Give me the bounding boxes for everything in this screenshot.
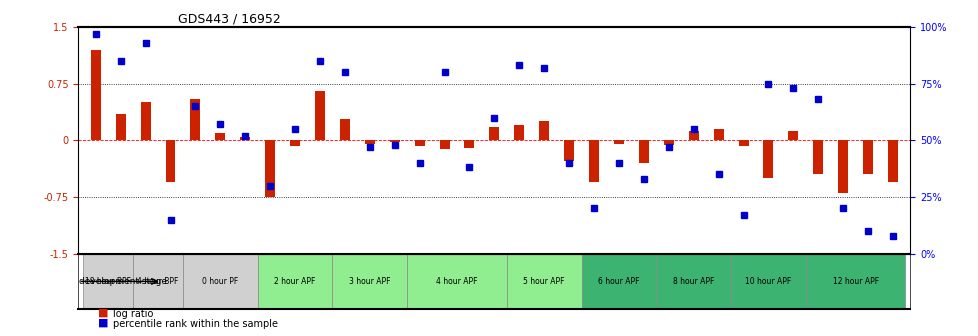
Text: 5 hour APF: 5 hour APF (523, 277, 564, 286)
Bar (613, 140, 623, 144)
Bar (663, 140, 673, 145)
Bar (415, 140, 424, 146)
Text: GDS443 / 16952: GDS443 / 16952 (178, 13, 281, 26)
FancyBboxPatch shape (507, 254, 581, 309)
Bar (689, 131, 698, 140)
Bar (887, 140, 897, 182)
Text: ■: ■ (98, 318, 109, 328)
Bar (813, 140, 822, 174)
Bar (837, 140, 847, 193)
Bar (115, 114, 125, 140)
Text: ■: ■ (98, 307, 109, 318)
Bar (639, 140, 648, 163)
Text: 4 hour APF: 4 hour APF (436, 277, 477, 286)
Bar (240, 136, 250, 140)
FancyBboxPatch shape (333, 254, 407, 309)
Text: 18 hour BPF: 18 hour BPF (85, 277, 131, 286)
Bar (737, 140, 748, 146)
Text: development stage: development stage (79, 277, 166, 286)
FancyBboxPatch shape (407, 254, 507, 309)
Text: 2 hour APF: 2 hour APF (274, 277, 316, 286)
Bar (141, 102, 151, 140)
Text: 12 hour APF: 12 hour APF (831, 277, 878, 286)
Bar (265, 140, 275, 197)
Bar (191, 99, 200, 140)
FancyBboxPatch shape (805, 254, 905, 309)
Text: 10 hour APF: 10 hour APF (744, 277, 791, 286)
FancyBboxPatch shape (257, 254, 333, 309)
Text: percentile rank within the sample: percentile rank within the sample (112, 319, 278, 329)
Text: 0 hour PF: 0 hour PF (202, 277, 239, 286)
Bar (439, 140, 449, 149)
Bar (289, 140, 299, 146)
Text: 8 hour APF: 8 hour APF (672, 277, 714, 286)
Bar (464, 140, 474, 148)
Bar (165, 140, 175, 182)
Bar (489, 127, 499, 140)
Bar (91, 50, 101, 140)
Bar (215, 133, 225, 140)
Text: log ratio: log ratio (112, 309, 153, 319)
FancyBboxPatch shape (655, 254, 731, 309)
FancyBboxPatch shape (581, 254, 655, 309)
FancyBboxPatch shape (731, 254, 805, 309)
Bar (389, 140, 399, 142)
Bar (315, 91, 325, 140)
Bar (763, 140, 773, 178)
Text: 6 hour APF: 6 hour APF (598, 277, 639, 286)
FancyBboxPatch shape (83, 254, 133, 309)
Bar (863, 140, 872, 174)
Bar (589, 140, 599, 182)
Bar (787, 131, 797, 140)
Bar (513, 125, 524, 140)
Bar (563, 140, 573, 162)
Text: 4 hour BPF: 4 hour BPF (137, 277, 179, 286)
Bar (339, 119, 349, 140)
FancyBboxPatch shape (133, 254, 183, 309)
Bar (365, 140, 375, 144)
FancyBboxPatch shape (183, 254, 257, 309)
Text: 3 hour APF: 3 hour APF (349, 277, 390, 286)
Bar (713, 129, 723, 140)
Bar (539, 121, 549, 140)
